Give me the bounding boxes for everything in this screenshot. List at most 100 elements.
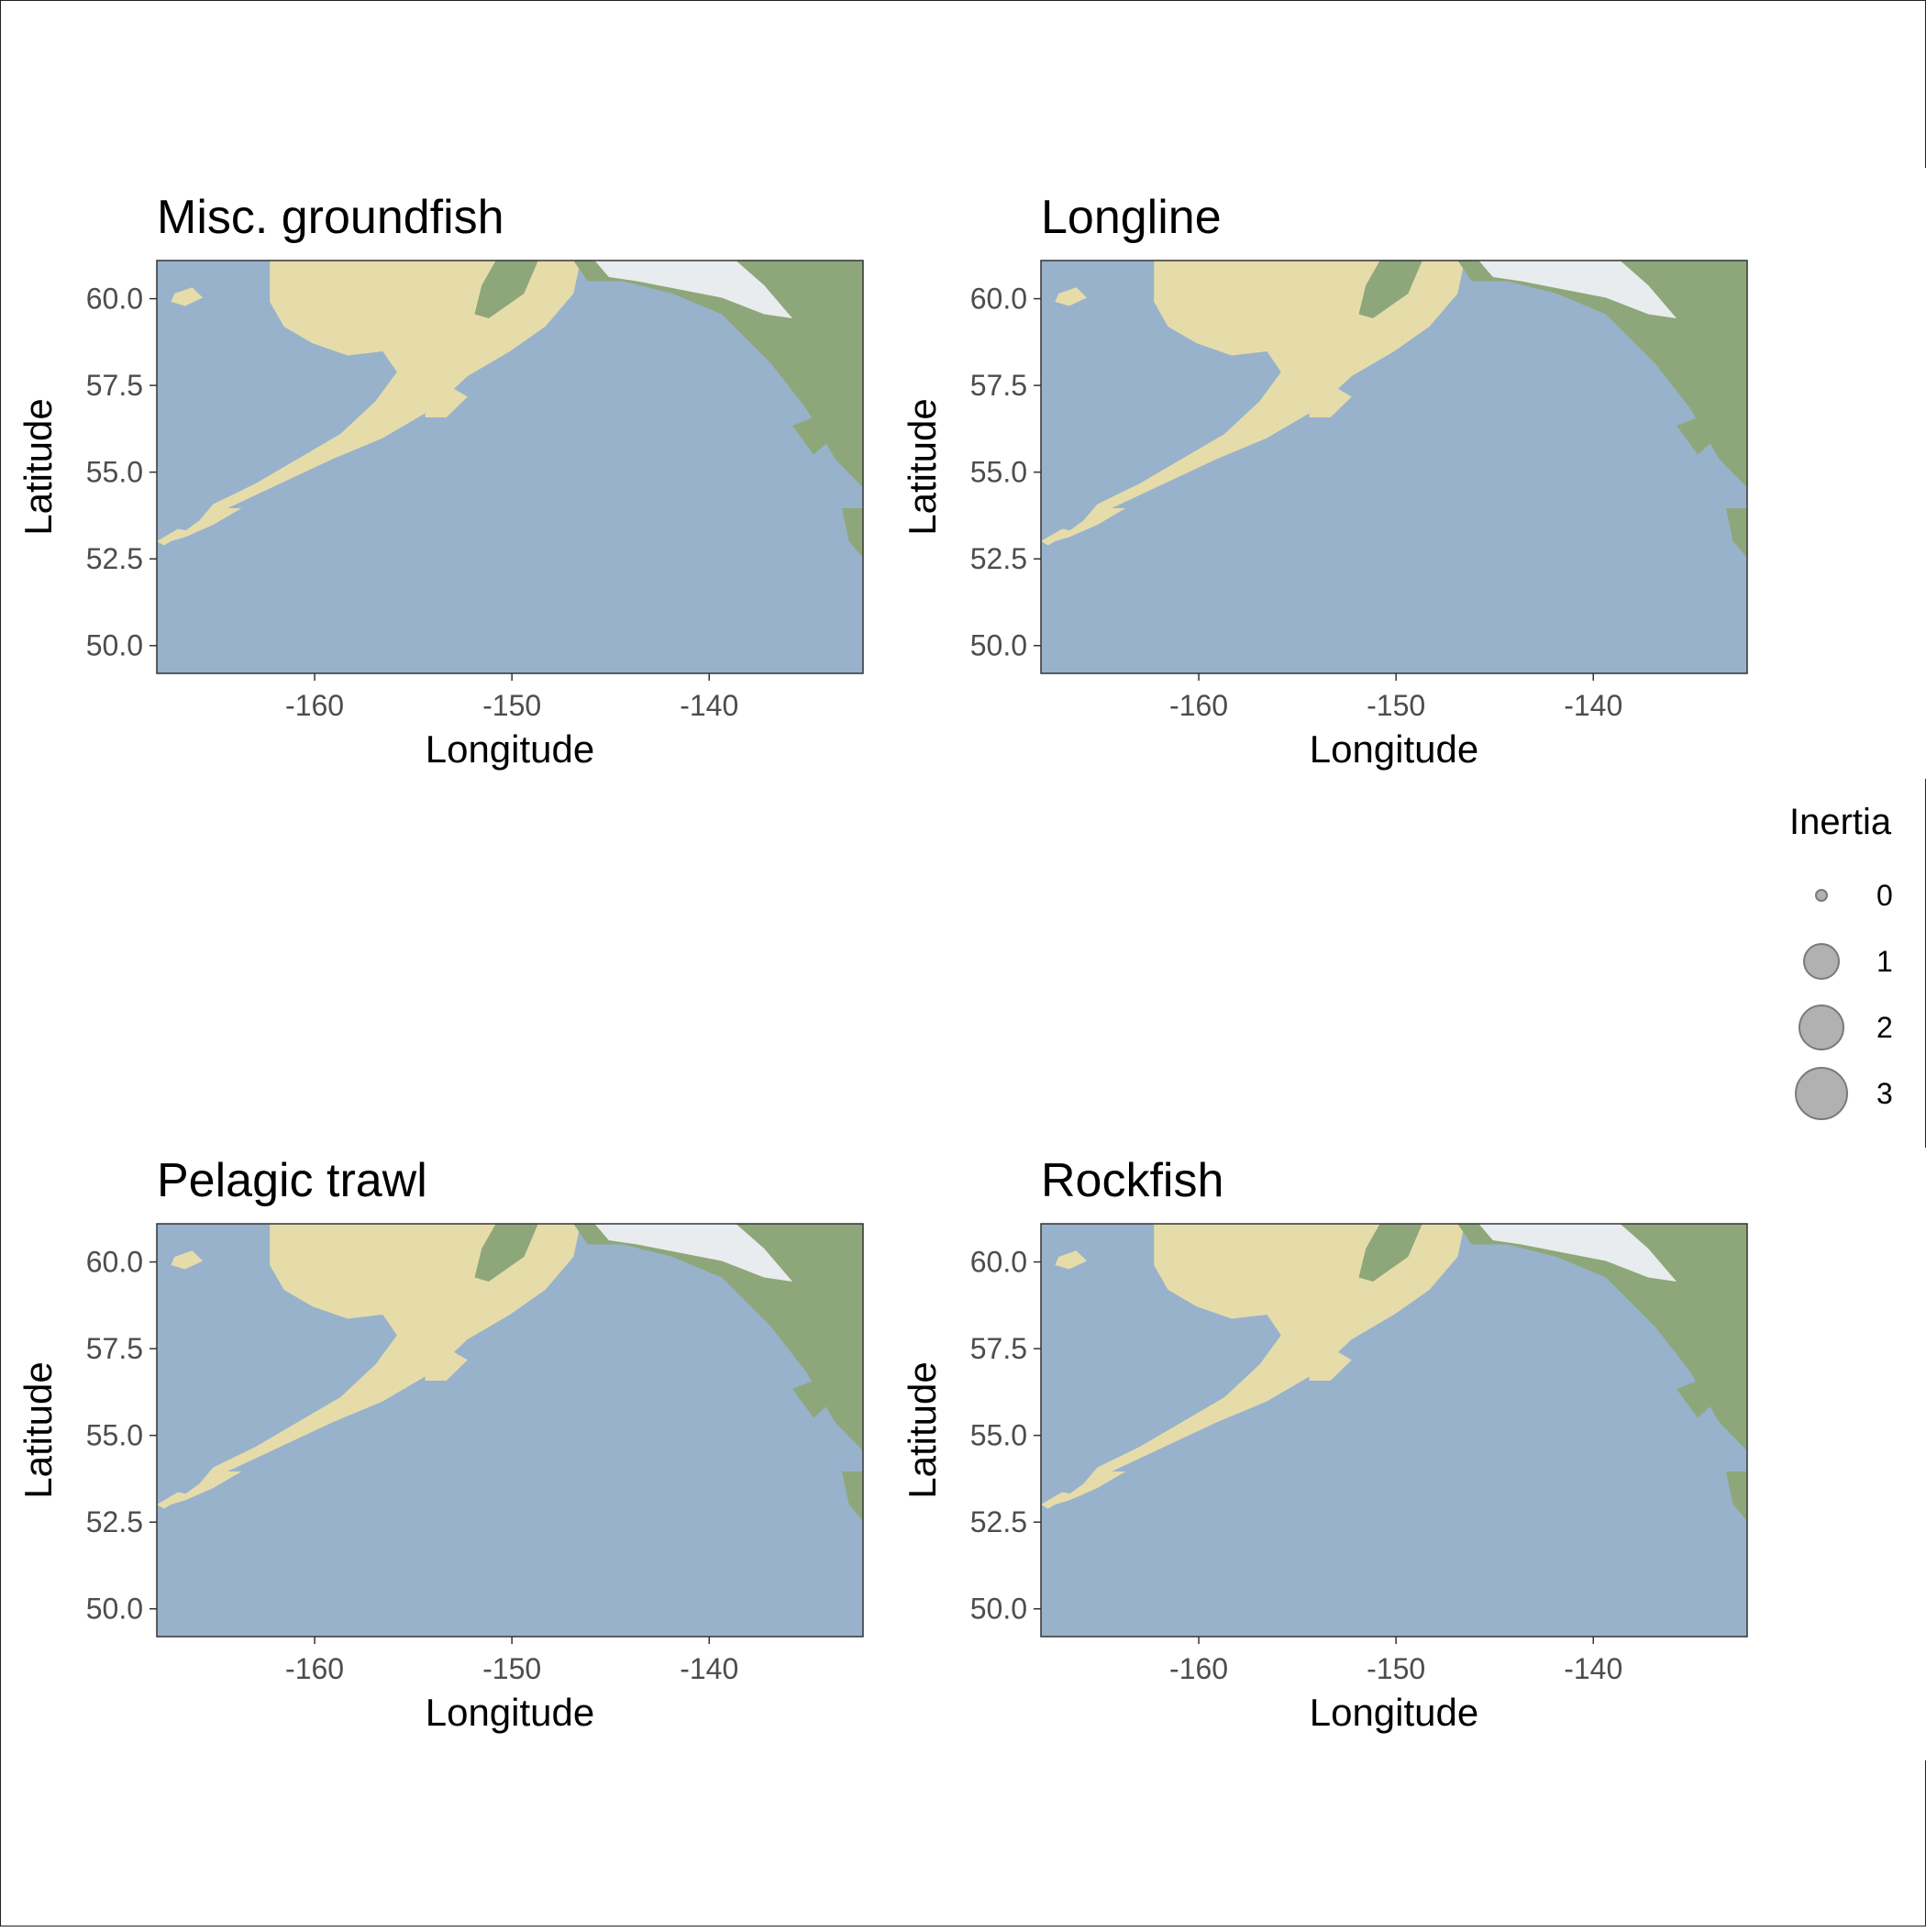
land-shape (171, 1471, 242, 1505)
legend: Inertia 0 1 2 3 (1789, 802, 1893, 1120)
y-tick-label: 57.5 (970, 369, 1027, 402)
panel-border (156, 260, 864, 674)
land-shape (1478, 1224, 1677, 1282)
land-shape (1725, 1471, 1747, 1521)
land-shape (1055, 1471, 1126, 1505)
land-shape (474, 261, 538, 318)
land-shape (792, 1381, 828, 1418)
x-tick-label: -150 (482, 689, 541, 722)
land-basemap (1041, 1224, 1747, 1521)
panel-border (1040, 260, 1748, 674)
x-tick-label: -150 (1367, 689, 1425, 722)
land-shape (1677, 417, 1712, 455)
y-tick-label: 60.0 (970, 283, 1027, 316)
land-shape (171, 287, 204, 306)
map-panel: Rockfish 50.0 52.5 55.0 57.5 60.0 -160 -150 -140… (901, 1154, 1748, 1734)
land-basemap (1041, 261, 1747, 558)
x-tick-label: -160 (1169, 1652, 1228, 1685)
land-shape (199, 261, 581, 521)
map-panel: Pelagic trawl 50.0 52.5 55.0 57.5 60.0 -160 -15… (17, 1154, 864, 1734)
land-shape (1055, 287, 1087, 306)
legend-key-circle (1799, 1005, 1844, 1050)
x-tick-label: -160 (285, 1652, 344, 1685)
land-shape (157, 1492, 189, 1509)
legend-key-circle (1795, 1067, 1848, 1120)
land-shape (1083, 1224, 1465, 1484)
y-axis-label: Latitude (17, 1361, 60, 1498)
y-tick-label: 52.5 (86, 1505, 143, 1538)
panel-title: Misc. groundfish (157, 191, 504, 244)
x-tick-label: -140 (1564, 1652, 1622, 1685)
y-axis-label: Latitude (17, 398, 60, 535)
y-tick-label: 50.0 (970, 629, 1027, 662)
x-tick-label: -140 (680, 1652, 738, 1685)
map-panel: Longline 50.0 52.5 55.0 57.5 60.0 -160 -150 -140… (901, 191, 1748, 771)
x-axis-label: Longitude (426, 727, 595, 771)
y-tick-label: 50.0 (970, 1593, 1027, 1626)
land-shape (1358, 261, 1422, 318)
legend-title: Inertia (1789, 802, 1892, 842)
y-tick-label: 55.0 (970, 1419, 1027, 1452)
x-axis-label: Longitude (1310, 727, 1479, 771)
x-axis-label: Longitude (426, 1691, 595, 1734)
land-shape (1041, 1492, 1073, 1509)
land-shape (594, 261, 792, 318)
y-tick-label: 57.5 (86, 1332, 143, 1365)
land-shape (1358, 1224, 1422, 1282)
land-shape (594, 1224, 792, 1282)
legend-key-label: 1 (1876, 945, 1893, 978)
land-shape (1083, 261, 1465, 521)
land-shape (1677, 1381, 1712, 1418)
y-tick-label: 57.5 (86, 369, 143, 402)
y-tick-label: 60.0 (86, 1246, 143, 1279)
y-tick-label: 57.5 (970, 1332, 1027, 1365)
y-tick-label: 52.5 (970, 542, 1027, 575)
land-shape (171, 1250, 204, 1270)
legend-key-label: 0 (1876, 879, 1893, 912)
y-tick-label: 55.0 (86, 456, 143, 489)
y-tick-label: 50.0 (86, 1593, 143, 1626)
y-tick-label: 50.0 (86, 629, 143, 662)
land-shape (1725, 508, 1747, 558)
x-tick-label: -140 (1564, 689, 1622, 722)
x-axis-label: Longitude (1310, 1691, 1479, 1734)
x-tick-label: -150 (1367, 1652, 1425, 1685)
y-axis-label: Latitude (901, 398, 944, 535)
land-shape (199, 1224, 581, 1484)
land-shape (1309, 1351, 1352, 1381)
y-axis-label: Latitude (901, 1361, 944, 1498)
y-tick-label: 52.5 (86, 542, 143, 575)
legend-key-circle (1815, 889, 1828, 902)
panel-title: Pelagic trawl (157, 1154, 427, 1207)
x-tick-label: -160 (1169, 689, 1228, 722)
legend-key-circle (1803, 943, 1840, 980)
land-basemap (157, 1224, 863, 1521)
legend-key-label: 3 (1876, 1077, 1893, 1110)
land-shape (1055, 1250, 1087, 1270)
land-shape (841, 1471, 863, 1521)
panel-title: Longline (1041, 191, 1222, 244)
x-tick-label: -140 (680, 689, 738, 722)
land-shape (841, 508, 863, 558)
land-shape (474, 1224, 538, 1282)
panel-border (156, 1223, 864, 1638)
y-tick-label: 60.0 (86, 283, 143, 316)
land-basemap (157, 261, 863, 558)
panel-border (1040, 1223, 1748, 1638)
x-tick-label: -150 (482, 1652, 541, 1685)
panel-title: Rockfish (1041, 1154, 1223, 1207)
legend-key-label: 2 (1876, 1011, 1893, 1044)
land-shape (425, 388, 468, 417)
land-shape (1041, 528, 1073, 546)
land-shape (1309, 388, 1352, 417)
land-shape (171, 508, 242, 541)
x-tick-label: -160 (285, 689, 344, 722)
y-tick-label: 60.0 (970, 1246, 1027, 1279)
land-shape (157, 528, 189, 546)
land-shape (1478, 261, 1677, 318)
y-tick-label: 55.0 (970, 456, 1027, 489)
land-shape (425, 1351, 468, 1381)
map-panel: Misc. groundfish 50.0 52.5 55.0 57.5 60.0 -160… (17, 191, 864, 771)
